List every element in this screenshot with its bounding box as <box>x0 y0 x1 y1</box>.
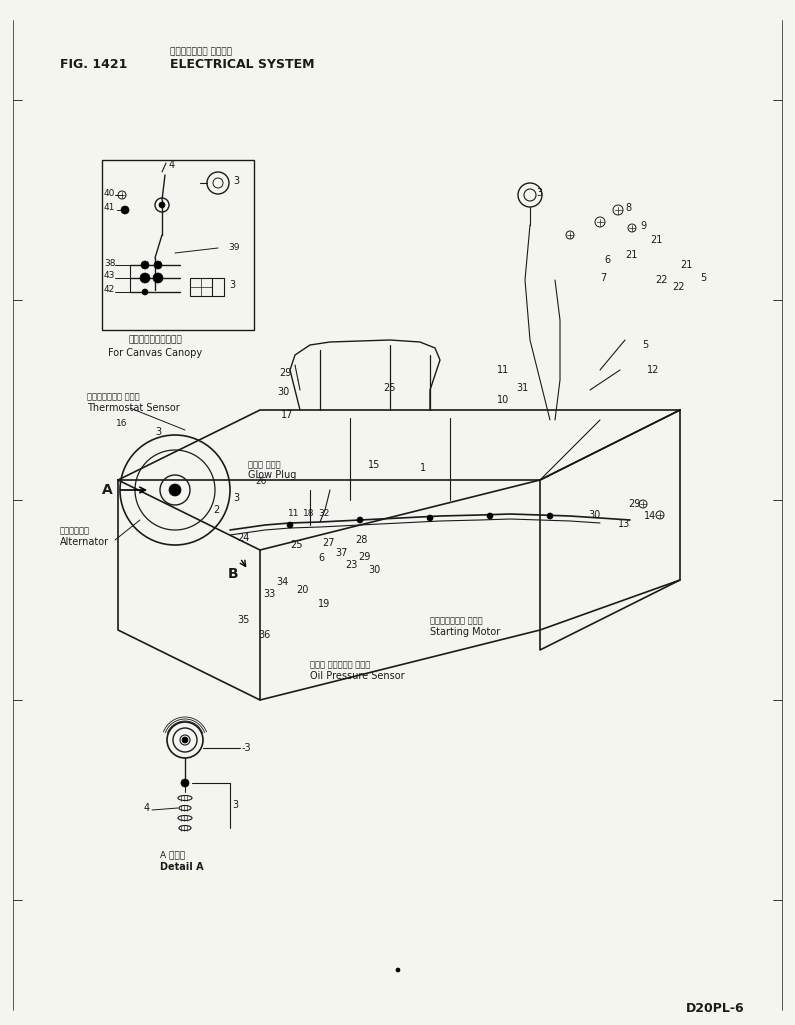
Text: 33: 33 <box>263 589 275 599</box>
Text: 21: 21 <box>680 260 692 270</box>
Text: 29: 29 <box>628 499 641 509</box>
Circle shape <box>427 515 433 521</box>
Text: 13: 13 <box>618 519 630 529</box>
Text: B: B <box>228 567 238 581</box>
Text: 23: 23 <box>345 560 358 570</box>
Text: スターティング モータ: スターティング モータ <box>430 616 483 625</box>
Text: 32: 32 <box>318 508 329 518</box>
Text: 17: 17 <box>281 410 293 420</box>
Text: 42: 42 <box>104 286 115 294</box>
Text: 35: 35 <box>237 615 250 625</box>
Text: 7: 7 <box>600 273 607 283</box>
Text: 2: 2 <box>213 505 219 515</box>
Text: キャンバスキャノピ用: キャンバスキャノピ用 <box>128 335 182 344</box>
Text: 30: 30 <box>588 510 600 520</box>
Text: 3: 3 <box>536 188 542 198</box>
Text: 3: 3 <box>233 176 239 186</box>
Circle shape <box>169 484 181 496</box>
Text: Oil Pressure Sensor: Oil Pressure Sensor <box>310 671 405 681</box>
Text: オルタネータ: オルタネータ <box>60 526 90 535</box>
Text: A 部詳細: A 部詳細 <box>160 850 185 859</box>
Text: 37: 37 <box>335 548 347 558</box>
Text: 3: 3 <box>232 800 238 810</box>
Circle shape <box>181 779 189 787</box>
Text: 18: 18 <box>303 508 315 518</box>
Text: オイル プレッシャ センサ: オイル プレッシャ センサ <box>310 660 370 669</box>
Text: 43: 43 <box>104 272 115 281</box>
Text: 14: 14 <box>644 511 656 521</box>
Circle shape <box>182 737 188 743</box>
Text: Thermostat Sensor: Thermostat Sensor <box>87 403 180 413</box>
Text: 12: 12 <box>647 365 659 375</box>
Text: 4: 4 <box>169 160 175 170</box>
Text: 27: 27 <box>322 538 335 548</box>
Text: 30: 30 <box>368 565 380 575</box>
Text: -3: -3 <box>242 743 252 753</box>
Text: グロー プラグ: グロー プラグ <box>248 460 281 469</box>
Text: 11: 11 <box>497 365 510 375</box>
Circle shape <box>357 517 363 523</box>
Circle shape <box>121 206 129 214</box>
Text: 15: 15 <box>368 460 380 470</box>
Text: 39: 39 <box>228 244 239 252</box>
Circle shape <box>487 512 493 519</box>
Text: 22: 22 <box>655 275 668 285</box>
Text: 6: 6 <box>318 554 324 563</box>
Text: 31: 31 <box>516 383 528 393</box>
Circle shape <box>140 273 150 283</box>
Text: 21: 21 <box>650 235 662 245</box>
Text: 24: 24 <box>237 533 250 543</box>
Text: 34: 34 <box>276 577 289 587</box>
Text: 5: 5 <box>700 273 706 283</box>
Text: エレクトリカル システム: エレクトリカル システム <box>170 47 232 56</box>
Text: 28: 28 <box>355 535 367 545</box>
Bar <box>102 160 254 330</box>
Text: For Canvas Canopy: For Canvas Canopy <box>108 348 202 358</box>
Text: 9: 9 <box>640 221 646 231</box>
Text: サーモスタット センサ: サーモスタット センサ <box>87 392 140 401</box>
Text: 40: 40 <box>104 189 115 198</box>
Text: 20: 20 <box>296 585 308 594</box>
Text: 5: 5 <box>642 340 648 350</box>
Text: Starting Motor: Starting Motor <box>430 627 500 637</box>
Text: 36: 36 <box>258 630 270 640</box>
Text: FIG. 1421: FIG. 1421 <box>60 58 127 71</box>
Text: 6: 6 <box>604 255 610 265</box>
Text: ELECTRICAL SYSTEM: ELECTRICAL SYSTEM <box>170 58 315 71</box>
Text: Detail A: Detail A <box>160 862 204 872</box>
Text: 19: 19 <box>318 599 330 609</box>
Text: 22: 22 <box>672 282 684 292</box>
Circle shape <box>396 968 400 972</box>
Circle shape <box>153 273 163 283</box>
Text: 38: 38 <box>104 258 115 268</box>
Text: 29: 29 <box>358 552 370 562</box>
Text: 8: 8 <box>625 203 631 213</box>
Text: 30: 30 <box>277 387 290 397</box>
Text: 25: 25 <box>290 540 303 550</box>
Text: 29: 29 <box>280 368 292 378</box>
Text: 16: 16 <box>115 418 127 427</box>
Text: 21: 21 <box>625 250 638 260</box>
Circle shape <box>141 261 149 269</box>
Text: 41: 41 <box>104 204 115 212</box>
Text: 26: 26 <box>255 478 266 487</box>
Circle shape <box>154 261 162 269</box>
Text: Alternator: Alternator <box>60 537 109 547</box>
Text: D20PL-6: D20PL-6 <box>686 1002 745 1015</box>
Text: 25: 25 <box>383 383 395 393</box>
Text: 4: 4 <box>144 803 150 813</box>
Text: Glow Plug: Glow Plug <box>248 470 297 480</box>
Circle shape <box>142 289 148 295</box>
Text: A: A <box>103 483 113 497</box>
Circle shape <box>159 202 165 208</box>
Bar <box>190 278 212 296</box>
Text: 3: 3 <box>233 493 239 503</box>
Circle shape <box>547 512 553 519</box>
Text: 10: 10 <box>497 395 510 405</box>
Text: 3: 3 <box>229 280 235 290</box>
Text: 3: 3 <box>155 427 161 437</box>
Text: 1: 1 <box>420 463 426 473</box>
Circle shape <box>287 522 293 528</box>
Text: 11: 11 <box>288 508 300 518</box>
